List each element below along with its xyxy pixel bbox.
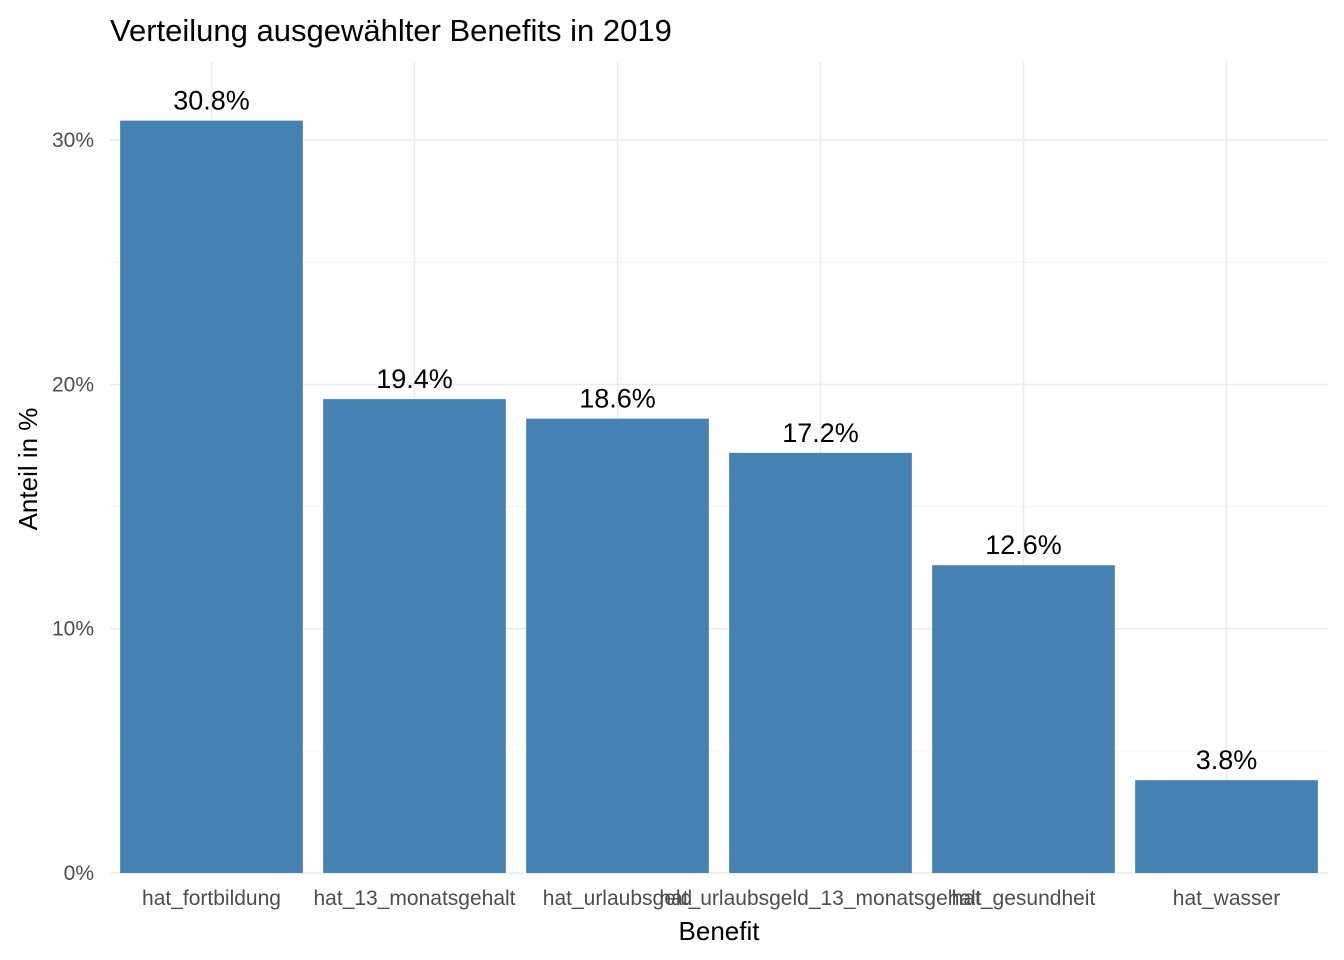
data-label: 18.6% (579, 384, 656, 414)
y-axis-title: Anteil in % (13, 408, 43, 531)
x-tick-label: hat_13_monatsgehalt (314, 887, 516, 910)
y-tick-label: 30% (52, 129, 94, 152)
x-tick-label: hat_gesundheit (952, 887, 1096, 910)
bar-hat_urlaubsgeld_13_monatsgehalt (729, 452, 912, 873)
y-tick-label: 10% (52, 618, 94, 641)
bar-hat_fortbildung (120, 120, 303, 873)
x-tick-label: hat_urlaubsgeld (543, 887, 692, 910)
data-label: 3.8% (1196, 745, 1258, 775)
x-tick-label: hat_urlaubsgeld_13_monatsgehalt (659, 887, 981, 910)
data-labels: 30.8% 19.4% 18.6% 17.2% 12.6% 3.8% (173, 86, 1257, 776)
x-tick-label: hat_fortbildung (142, 887, 281, 910)
data-label: 12.6% (985, 530, 1062, 560)
bars (120, 120, 1318, 873)
bar-hat_urlaubsgeld (526, 418, 709, 873)
data-label: 17.2% (782, 418, 859, 448)
x-axis-ticks: hat_fortbildung hat_13_monatsgehalt hat_ur… (142, 887, 1280, 910)
data-label: 19.4% (376, 364, 453, 394)
bar-hat_13_monatsgehalt (323, 399, 506, 873)
y-tick-label: 20% (52, 373, 94, 396)
x-tick-label: hat_wasser (1173, 887, 1280, 910)
grid (110, 62, 1328, 874)
x-axis-title: Benefit (679, 916, 761, 946)
bar-hat_gesundheit (932, 565, 1115, 873)
bar-hat_wasser (1135, 780, 1318, 873)
data-label: 30.8% (173, 86, 250, 116)
chart-title: Verteilung ausgewählter Benefits in 2019 (110, 13, 672, 48)
y-tick-label: 0% (64, 862, 94, 885)
y-axis-ticks: 0% 10% 20% 30% (52, 129, 94, 885)
